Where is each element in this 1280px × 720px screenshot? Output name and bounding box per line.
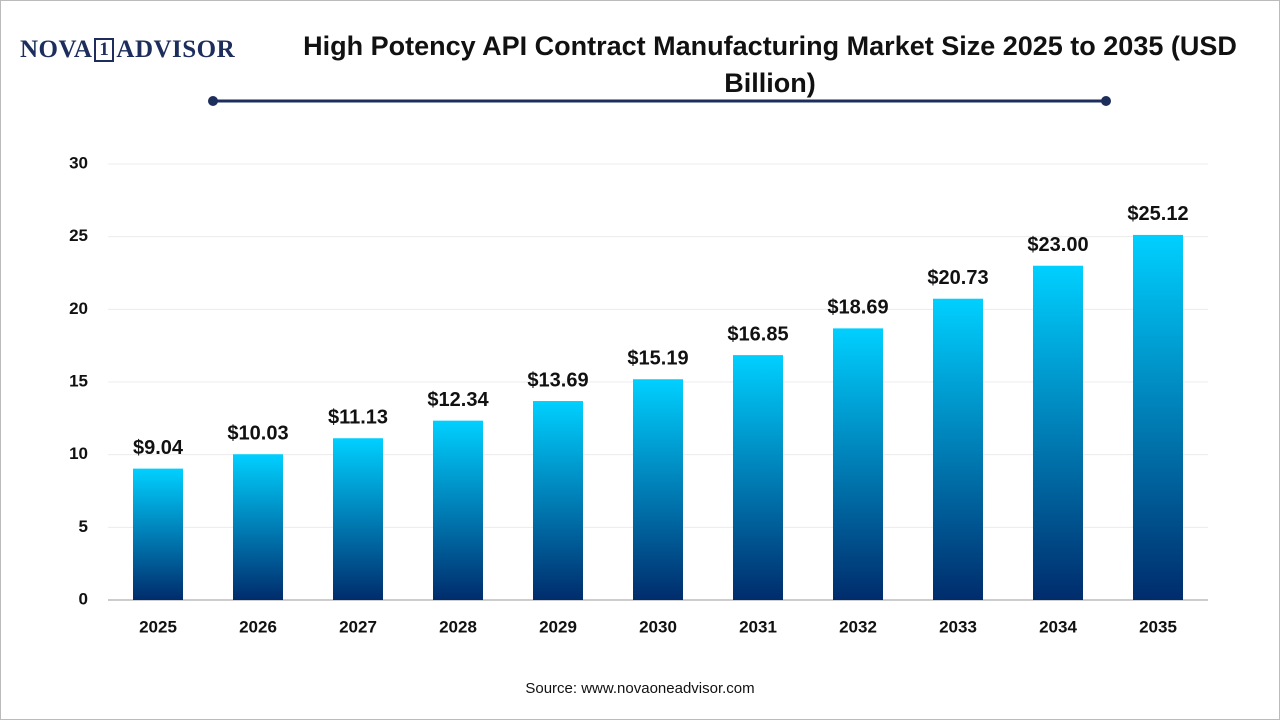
value-label: $25.12 xyxy=(1127,203,1188,225)
logo-mark: 1 xyxy=(94,38,115,62)
logo-text: ADVISOR xyxy=(116,36,236,63)
bar xyxy=(433,420,483,600)
logo-text: NOVA xyxy=(20,36,93,63)
value-label: $23.00 xyxy=(1027,234,1088,256)
bar xyxy=(933,298,983,600)
y-tick-label: 10 xyxy=(69,444,88,463)
x-tick-label: 2031 xyxy=(739,617,777,636)
chart-title: High Potency API Contract Manufacturing … xyxy=(303,31,1237,98)
value-label: $16.85 xyxy=(727,323,788,345)
bar xyxy=(333,438,383,600)
value-label: $15.19 xyxy=(627,348,688,370)
x-tick-label: 2027 xyxy=(339,617,377,636)
y-tick-label: 15 xyxy=(69,371,88,390)
bar xyxy=(533,401,583,600)
bar xyxy=(233,454,283,600)
bar xyxy=(833,328,883,600)
x-tick-label: 2032 xyxy=(839,617,877,636)
y-tick-label: 20 xyxy=(69,299,88,318)
bar xyxy=(133,468,183,600)
y-tick-label: 25 xyxy=(69,226,88,245)
bar xyxy=(1133,234,1183,600)
bar xyxy=(733,355,783,600)
x-tick-label: 2025 xyxy=(139,617,177,636)
y-tick-label: 0 xyxy=(79,589,88,608)
value-label: $10.03 xyxy=(227,423,288,445)
x-tick-label: 2028 xyxy=(439,617,477,636)
logo: NOVA 1 ADVISOR xyxy=(20,36,235,64)
rule-dot xyxy=(1101,96,1111,106)
bar xyxy=(1033,265,1083,600)
x-tick-label: 2033 xyxy=(939,617,977,636)
x-tick-label: 2026 xyxy=(239,617,277,636)
x-tick-label: 2034 xyxy=(1039,617,1077,636)
x-tick-label: 2030 xyxy=(639,617,677,636)
value-label: $12.34 xyxy=(427,389,489,411)
y-tick-label: 30 xyxy=(69,153,88,172)
value-label: $18.69 xyxy=(827,297,888,319)
bar xyxy=(633,379,683,600)
value-label: $13.69 xyxy=(527,369,588,391)
rule-dot xyxy=(208,96,218,106)
x-tick-label: 2029 xyxy=(539,617,577,636)
value-label: $9.04 xyxy=(133,437,184,459)
y-tick-label: 5 xyxy=(79,517,88,536)
x-tick-label: 2035 xyxy=(1139,617,1177,636)
source: Source: www.novaoneadvisor.com xyxy=(525,680,754,697)
value-label: $20.73 xyxy=(927,267,988,289)
value-label: $11.13 xyxy=(328,407,388,429)
